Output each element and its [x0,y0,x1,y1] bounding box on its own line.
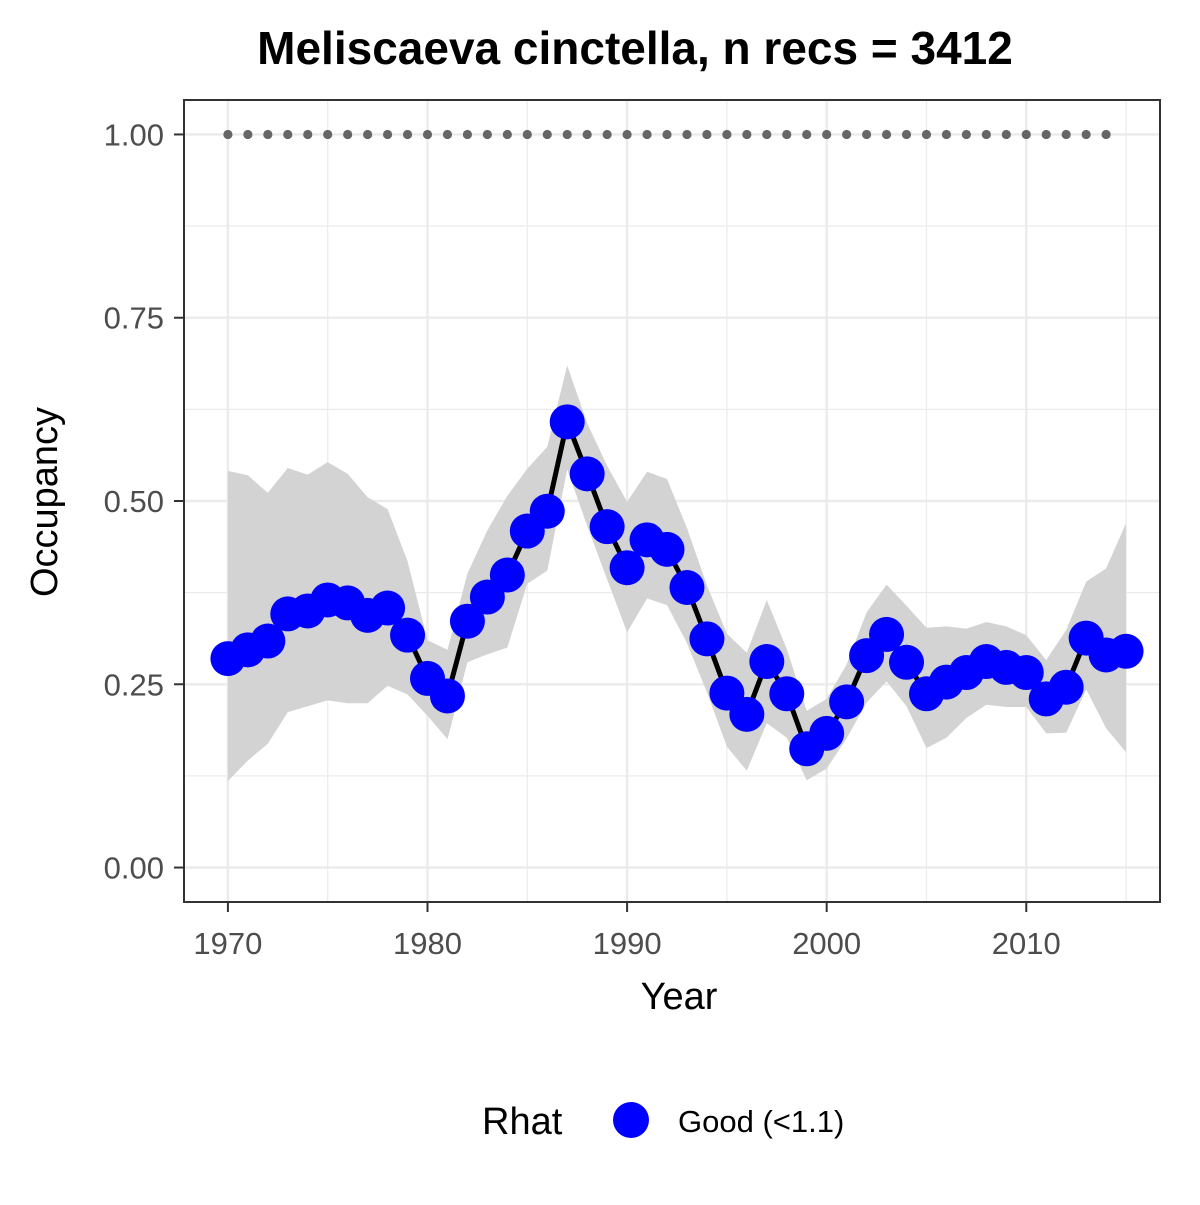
reference-point [602,129,612,140]
reference-point [243,129,253,140]
y-tick-label: 1.00 [104,117,164,152]
reference-point [1041,129,1051,140]
reference-point [1061,129,1071,140]
reference-point [901,129,912,140]
reference-point [283,129,293,140]
reference-point [862,129,872,140]
x-axis-label: Year [641,976,718,1018]
legend-label-good: Good (<1.1) [678,1104,844,1139]
data-point [609,550,645,586]
reference-point [323,129,333,140]
data-point [729,696,765,732]
reference-point [1101,129,1111,140]
reference-point [822,129,832,140]
data-point [689,621,725,657]
data-point [649,531,685,567]
reference-point [363,129,373,140]
data-point [549,404,585,440]
x-tick-label: 2000 [792,926,861,961]
y-tick-label: 0.25 [104,667,164,702]
data-point [749,644,785,680]
y-tick-label: 0.75 [104,301,164,336]
reference-point [442,129,453,140]
reference-point [802,129,812,140]
reference-point [542,129,552,140]
data-point [869,616,905,652]
y-axis: 0.00 0.25 0.50 0.75 1.00 [104,117,184,886]
data-point [429,678,465,714]
legend-key-good [613,1102,649,1138]
reference-point [1081,129,1091,140]
reference-point [1021,129,1031,140]
reference-point [482,129,492,140]
reference-point [742,129,752,140]
y-tick-label: 0.00 [104,851,164,886]
data-point [370,590,406,626]
reference-point [722,129,732,140]
reference-point [462,129,473,140]
reference-point [582,129,592,140]
data-point [390,617,426,653]
reference-point [562,129,572,140]
legend: Rhat Good (<1.1) [482,1101,844,1143]
reference-point [881,129,892,140]
x-tick-label: 1970 [193,926,262,961]
y-axis-label: Occupancy [24,407,66,597]
data-point [1048,669,1084,705]
reference-point [782,129,792,140]
reference-point [263,129,273,140]
data-point [809,715,845,751]
data-point [449,603,485,639]
data-point [769,676,805,712]
reference-point [382,129,393,140]
reference-line [223,129,1111,140]
x-axis: 1970 1980 1990 2000 2010 [193,902,1061,961]
data-point [669,570,705,606]
reference-point [921,129,932,140]
reference-point [223,129,233,140]
reference-point [303,129,313,140]
x-tick-label: 1990 [593,926,662,961]
chart-title: Meliscaeva cinctella, n recs = 3412 [257,22,1013,74]
reference-point [842,129,852,140]
reference-point [662,129,672,140]
reference-point [522,129,532,140]
reference-point [1001,129,1011,140]
reference-point [981,129,991,140]
reference-point [622,129,632,140]
occupancy-points [210,404,1144,767]
reference-point [702,129,712,140]
data-point [589,509,625,545]
reference-point [343,129,353,140]
reference-point [682,129,692,140]
y-tick-label: 0.50 [104,484,164,519]
legend-title: Rhat [482,1101,563,1143]
data-point [1108,633,1144,669]
data-point [889,644,925,680]
data-point [569,456,605,492]
x-tick-label: 2010 [992,926,1061,961]
reference-point [402,129,413,140]
reference-point [502,129,512,140]
reference-point [422,129,433,140]
reference-point [941,129,952,140]
data-point [489,557,525,593]
reference-point [642,129,652,140]
data-point [1008,655,1044,691]
data-point [829,684,865,720]
data-point [529,493,565,529]
reference-point [961,129,971,140]
x-tick-label: 1980 [393,926,462,961]
data-point [250,623,286,659]
reference-point [762,129,772,140]
